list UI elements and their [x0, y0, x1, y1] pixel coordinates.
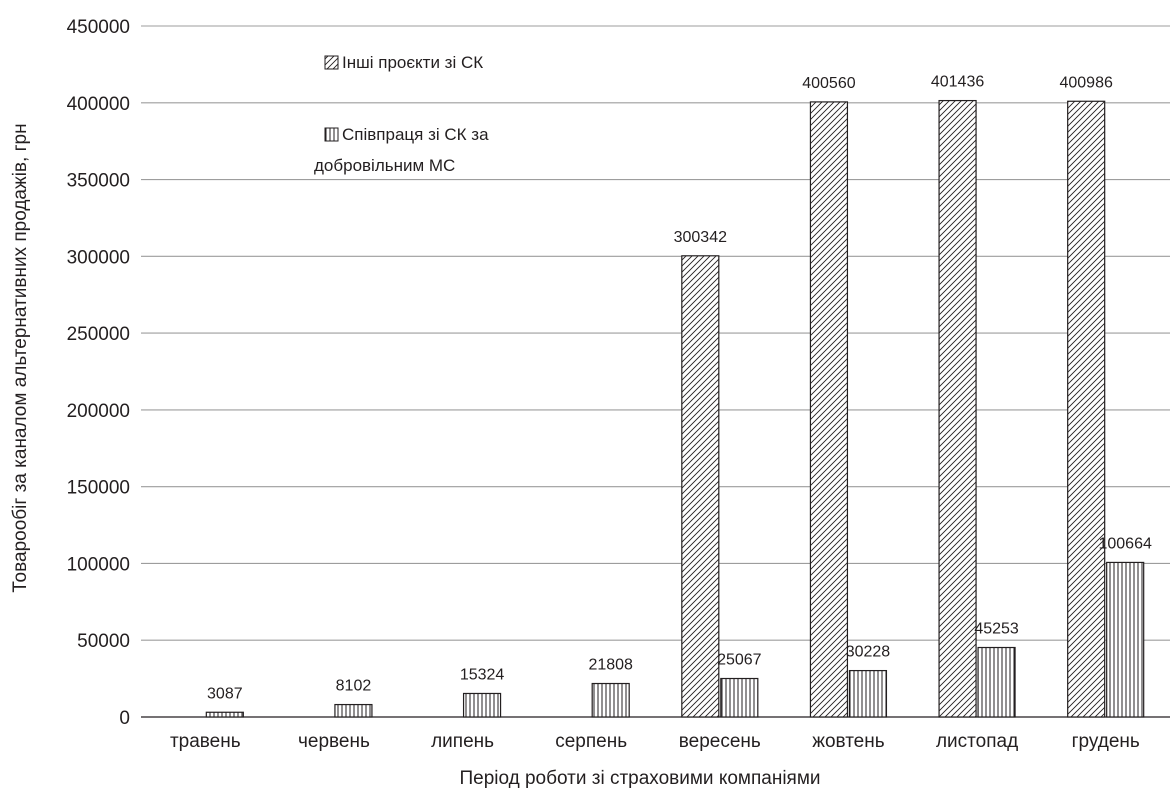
x-tick-label: вересень: [679, 731, 761, 752]
data-label: 21808: [588, 657, 633, 674]
bar-voluntary-insurance: [977, 646, 1016, 718]
y-tick-label: 450000: [67, 17, 130, 38]
y-axis-title: Товарообіг за каналом альтернативних про…: [10, 123, 31, 592]
legend-item-other-projects: Інші проєкти зі СК: [324, 53, 483, 72]
data-label: 300342: [674, 229, 727, 246]
legend-label: добровільним МС: [314, 156, 455, 175]
legend-swatch: [324, 55, 339, 70]
legend-swatch: [324, 127, 339, 142]
legend: Інші проєкти зі СК Співпраця зі СК за добр…: [314, 53, 489, 175]
bar-other-projects: [809, 101, 849, 718]
y-tick-label: 150000: [67, 478, 130, 499]
bar-voluntary-insurance: [591, 682, 630, 718]
y-tick-label: 0: [119, 708, 130, 729]
data-label: 100664: [1098, 535, 1151, 552]
y-tick-label: 50000: [77, 631, 130, 652]
bar-other-projects: [938, 99, 977, 718]
y-tick-label: 400000: [67, 94, 130, 115]
gridlines: [141, 25, 1170, 718]
y-tick-label: 350000: [67, 171, 130, 192]
bar-voluntary-insurance: [334, 703, 373, 718]
x-tick-label: липень: [431, 731, 494, 752]
x-tick-label: грудень: [1072, 731, 1140, 752]
y-axis-ticks: 0 50000 100000 150000 200000 250000 300000 3500…: [67, 17, 130, 729]
bar-other-projects: [1067, 100, 1106, 718]
x-tick-label: жовтень: [812, 731, 885, 752]
data-label: 45253: [974, 621, 1019, 638]
x-tick-label: червень: [298, 731, 370, 752]
x-tick-label: серпень: [555, 731, 627, 752]
x-tick-label: травень: [170, 731, 241, 752]
data-label: 8102: [336, 678, 372, 695]
data-label: 25067: [717, 652, 762, 669]
bar-voluntary-insurance: [720, 677, 759, 718]
x-axis-title: Період роботи зі страховими компаніями: [459, 768, 820, 789]
data-label: 400986: [1059, 74, 1112, 91]
bar-voluntary-insurance: [1106, 561, 1145, 718]
data-label: 3087: [207, 685, 243, 702]
x-tick-label: листопад: [936, 731, 1018, 752]
bar-voluntary-insurance: [848, 669, 888, 718]
x-axis-categories: травень червень липень серпень вересень жовте…: [170, 731, 1140, 752]
data-label: 15324: [460, 666, 505, 683]
bars: [205, 99, 1145, 718]
legend-label: Співпраця зі СК за: [342, 125, 489, 144]
data-label: 401436: [931, 74, 984, 91]
y-tick-label: 300000: [67, 247, 130, 268]
data-label: 400560: [802, 75, 855, 92]
y-tick-label: 250000: [67, 324, 130, 345]
bar-voluntary-insurance: [205, 711, 244, 718]
legend-item-voluntary-insurance: Співпраця зі СК за добровільним МС: [314, 125, 489, 175]
legend-label: Інші проєкти зі СК: [342, 53, 483, 72]
data-labels: 3087 8102 15324 21808 300342 25067 400560 30228…: [207, 74, 1152, 703]
bar-other-projects: [681, 255, 720, 718]
data-label: 30228: [846, 644, 891, 661]
bar-voluntary-insurance: [462, 692, 502, 718]
y-tick-label: 100000: [67, 554, 130, 575]
y-tick-label: 200000: [67, 401, 130, 422]
